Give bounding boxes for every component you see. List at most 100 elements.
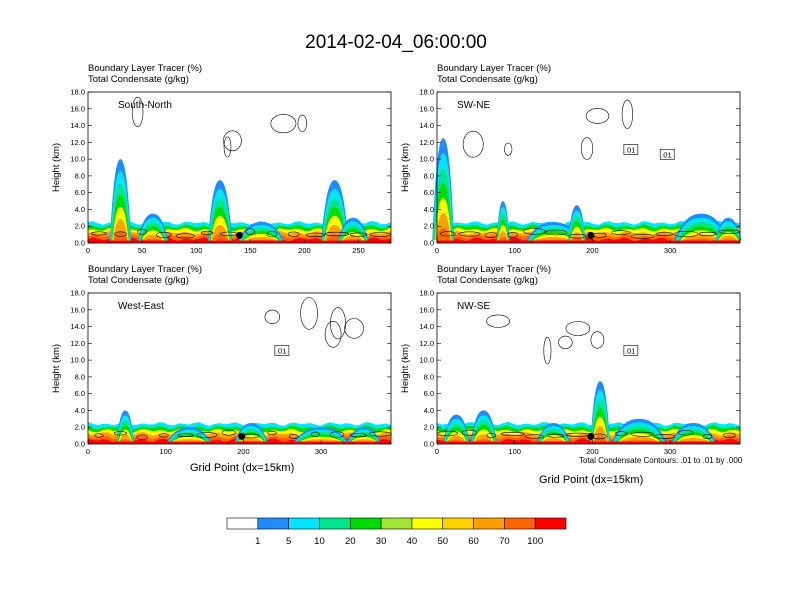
panel-we-label-tracer: Boundary Layer Tracer (%) — [88, 264, 203, 275]
panel-sn-ytick-label: 4.0 — [75, 205, 85, 214]
panel-we-xtick-label: 100 — [159, 447, 172, 456]
panel-nwse-ytick-label: 2.0 — [424, 423, 434, 432]
contour-footnote: Total Condensate Contours: .01 to .01 by… — [579, 456, 743, 465]
panel-sn-label-condensate: Total Condensate (g/kg) — [88, 74, 189, 85]
panel-swne-plume — [498, 237, 508, 241]
colorbar-swatch — [504, 517, 536, 530]
panel-nwse-condensate-contour — [653, 434, 676, 439]
panel-sn-xtick-label: 0 — [86, 246, 90, 255]
panel-we-contour-label: .01 — [276, 346, 286, 355]
panel-swne-yaxis-title: Height (km) — [400, 143, 411, 192]
panel-we-condensate-contour — [136, 434, 148, 440]
panel-swne-plume — [534, 237, 573, 241]
panel-sn-condensate-contour — [349, 232, 368, 237]
panel-swne-ytick-label: 10.0 — [419, 155, 434, 164]
panel-we-xtick-label: 300 — [315, 447, 328, 456]
panel-sn-plume — [113, 231, 128, 241]
panel-we-ytick-label: 10.0 — [70, 356, 85, 365]
panel-sn-ytick-label: 14.0 — [70, 121, 85, 130]
panel-swne-ytick-label: 4.0 — [424, 205, 434, 214]
panel-swne-xtick-label: 200 — [586, 246, 599, 255]
colorbar-label: 70 — [499, 536, 510, 547]
panel-sn-condensate-contour — [200, 230, 214, 235]
panel-sn-ytick-label: 18.0 — [70, 88, 85, 97]
panel-sn-ytick-label: 0.0 — [75, 239, 85, 248]
panel-nwse-condensate-contour — [486, 432, 496, 438]
panel-we-label-condensate: Total Condensate (g/kg) — [88, 275, 189, 286]
panel-sn-upper-contour — [270, 114, 297, 134]
panel-nwse-ytick-label: 0.0 — [424, 440, 434, 449]
panel-nwse-plume — [621, 440, 657, 442]
panel-nwse-plume — [474, 434, 493, 442]
panel-nwse-plume — [447, 439, 465, 442]
colorbar-label: 10 — [314, 536, 325, 547]
panel-sn-upper-contour — [223, 136, 232, 158]
panel-we-ytick-label: 6.0 — [75, 389, 85, 398]
panel-we-ytick-label: 8.0 — [75, 372, 85, 381]
panel-sn-ytick-label: 8.0 — [75, 171, 85, 180]
panel-nwse-xtick-label: 0 — [435, 447, 439, 456]
panel-sn-plume — [343, 239, 364, 241]
panel-we-plume — [352, 439, 376, 442]
panel-swne-upper-contour — [580, 137, 594, 160]
panel-swne-ytick-label: 12.0 — [419, 138, 434, 147]
panel-we-upper-contour — [330, 307, 346, 340]
panel-swne-plume — [436, 228, 451, 241]
colorbar-swatch — [226, 517, 259, 530]
panel-nwse-plume — [619, 436, 659, 442]
panel-we-ytick-label: 2.0 — [75, 423, 85, 432]
panel-swne-ytick-label: 2.0 — [424, 222, 434, 231]
panel-nwse-condensate-contour — [547, 433, 565, 438]
panel-sn-upper-contour — [297, 114, 307, 132]
panel-we-upper-contour — [324, 320, 342, 348]
panel-sn-xtick-label: 250 — [352, 246, 365, 255]
panel-we-condensate-contour — [94, 433, 104, 438]
panel-sn-condensate-contour — [369, 232, 391, 237]
panel-sn-upper-contour — [223, 130, 242, 152]
panel-nwse-label-tracer: Boundary Layer Tracer (%) — [437, 264, 552, 275]
panel-nwse-ytick-label: 6.0 — [424, 389, 434, 398]
panel-nwse-ytick-label: 18.0 — [419, 289, 434, 298]
colorbar-swatch — [442, 517, 474, 530]
panel-nwse-condensate-contour — [614, 431, 628, 436]
panel-we-plume — [239, 438, 263, 442]
panel-nwse-condensate-contour — [524, 434, 545, 439]
panel-swne-condensate-contour — [673, 230, 699, 238]
panel-we-location-marker — [238, 432, 246, 440]
colorbar-label: 5 — [286, 536, 291, 547]
panel-we-ytick-label: 4.0 — [75, 406, 85, 415]
panel-sn-ytick-label: 10.0 — [70, 155, 85, 164]
panel-swne-location-marker — [587, 231, 595, 239]
panel-sn-condensate-contour — [287, 231, 300, 237]
panel-nwse-yaxis-title: Height (km) — [400, 344, 411, 393]
panel-nwse-upper-contour — [486, 314, 510, 328]
panel-we-condensate-contour — [196, 432, 218, 438]
panel-nwse-condensate-contour — [630, 431, 655, 437]
colorbar-swatch — [319, 517, 351, 530]
panel-nwse-contour-label-box — [623, 345, 639, 356]
panel-sn-condensate-contour — [266, 230, 278, 238]
panel-swne-label-tracer: Boundary Layer Tracer (%) — [437, 63, 552, 74]
panel-swne-ytick-label: 16.0 — [419, 104, 434, 113]
panel-swne-contour-label: .01 — [661, 150, 671, 159]
panel-sn-ytick-label: 16.0 — [70, 104, 85, 113]
panel-swne-contour-label: .01 — [625, 145, 635, 154]
panel-sn-condensate-contour — [305, 232, 325, 237]
panel-nwse-region-label: NW-SE — [457, 301, 490, 312]
panel-swne-condensate-contour — [484, 232, 498, 238]
panel-swne-condensate-contour — [655, 232, 674, 237]
panel-swne-contour-label-box — [659, 149, 675, 160]
panel-nwse-upper-contour — [558, 335, 573, 350]
panel-nwse-ytick-label: 14.0 — [419, 322, 434, 331]
panel-sn-ytick-label: 12.0 — [70, 138, 85, 147]
panel-we-condensate-contour — [349, 433, 367, 438]
panel-swne-xtick-label: 300 — [664, 246, 677, 255]
colorbar-label: 100 — [527, 536, 543, 547]
panel-swne-plume — [719, 235, 738, 241]
panel-swne-plume — [683, 238, 719, 241]
panel-nwse-plume — [677, 438, 709, 442]
panel-swne-condensate-contour — [544, 229, 568, 236]
colorbar-swatch — [257, 517, 289, 530]
panel-we-condensate-contour — [177, 433, 194, 438]
panel-swne-condensate-contour — [458, 231, 481, 237]
